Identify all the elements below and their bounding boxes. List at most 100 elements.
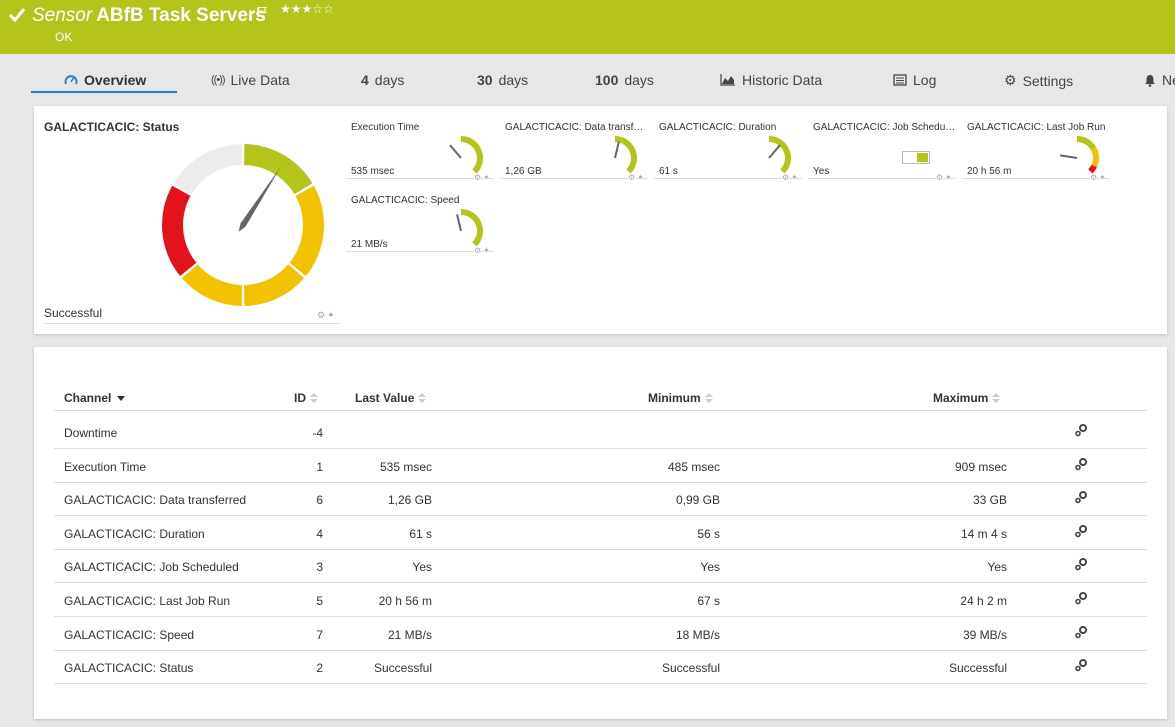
channel-settings-icon[interactable] xyxy=(1074,625,1088,639)
cell-maximum: 24 h 2 m xyxy=(960,594,1007,608)
sensor-name: ABfB Task Servers xyxy=(96,5,266,26)
table-header-divider xyxy=(54,410,1147,411)
sensor-status-text: OK xyxy=(55,30,73,44)
table-row[interactable]: GALACTICACIC: Duration 4 61 s 56 s 14 m 4 s xyxy=(34,524,1167,560)
mini-gauge-divider xyxy=(500,178,648,179)
mini-gauge-tools[interactable]: ⚙✦ xyxy=(628,173,646,182)
mini-gauge-tools[interactable]: ⚙✦ xyxy=(1090,173,1108,182)
mini-gauge-label: GALACTICACIC: Last Job Run xyxy=(967,122,1106,133)
mini-gauge-value: 535 msec xyxy=(351,166,395,177)
mini-gauge-speed[interactable]: GALACTICACIC: Speed 21 MB/s ⚙✦ xyxy=(346,187,494,255)
gauge-arc-ok xyxy=(460,209,483,247)
gauge-needle xyxy=(768,144,781,159)
sensor-kind: Sensor xyxy=(32,5,93,26)
cell-id: 3 xyxy=(316,560,323,574)
sort-icon xyxy=(704,393,713,403)
tab-100-days[interactable]: 100 days xyxy=(595,72,654,88)
table-row[interactable]: GALACTICACIC: Last Job Run 5 20 h 56 m 67 s… xyxy=(34,591,1167,627)
tab-overview[interactable]: Overview xyxy=(64,72,146,88)
mini-gauge-last-job-run[interactable]: GALACTICACIC: Last Job Run 20 h 56 m ⚙✦ xyxy=(962,114,1110,182)
row-divider xyxy=(54,582,1147,583)
cell-id: 5 xyxy=(316,594,323,608)
donut-segment-ok xyxy=(244,144,313,195)
channel-settings-icon[interactable] xyxy=(1074,457,1088,471)
mini-gauge-tools[interactable]: ⚙✦ xyxy=(936,173,954,182)
status-gauge-value: Successful xyxy=(44,306,103,320)
mini-gauge-divider xyxy=(346,178,494,179)
mini-gauge-tools[interactable]: ⚙✦ xyxy=(782,173,800,182)
cell-id: 6 xyxy=(316,493,323,507)
tab-100-days-number: 100 xyxy=(595,72,619,88)
tab-4-days[interactable]: 4 days xyxy=(361,72,404,88)
mini-gauge-dial xyxy=(1060,136,1099,174)
table-row[interactable]: GALACTICACIC: Status 2 Successful Successfu… xyxy=(34,658,1167,694)
channel-settings-icon[interactable] xyxy=(1074,423,1088,437)
gauge-needle xyxy=(456,214,462,232)
tab-notifications-label: Ne xyxy=(1162,72,1175,88)
mini-gauge-job-scheduled[interactable]: GALACTICACIC: Job Schedul… Yes ⚙✦ xyxy=(808,114,956,182)
flag-icon[interactable] xyxy=(256,6,268,18)
sort-icon xyxy=(418,393,427,403)
tab-30-days-number: 30 xyxy=(477,72,493,88)
mini-gauge-tools[interactable]: ⚙✦ xyxy=(474,246,492,255)
settings-icon[interactable]: ⚙ xyxy=(317,310,328,320)
row-divider xyxy=(54,482,1147,483)
tab-notifications[interactable]: Ne xyxy=(1144,72,1175,88)
channel-settings-icon[interactable] xyxy=(1074,658,1088,672)
mini-gauge-duration[interactable]: GALACTICACIC: Duration 61 s ⚙✦ xyxy=(654,114,802,182)
cell-channel: GALACTICACIC: Speed xyxy=(64,628,195,642)
tab-30-days[interactable]: 30 days xyxy=(477,72,528,88)
tab-bar: Overview ((•)) Live Data 4 days 30 days … xyxy=(0,62,1175,96)
mini-gauge-execution-time[interactable]: Execution Time 535 msec ⚙✦ xyxy=(346,114,494,182)
mini-gauge-data-transferred[interactable]: GALACTICACIC: Data transfer… 1,26 GB ⚙✦ xyxy=(500,114,648,182)
table-row[interactable]: GALACTICACIC: Speed 7 21 MB/s 18 MB/s 39 MB/… xyxy=(34,625,1167,661)
status-gauge-tools[interactable]: ⚙✦ xyxy=(317,310,337,321)
priority-stars[interactable]: ★★★☆☆ xyxy=(280,2,334,16)
table-row[interactable]: GALACTICACIC: Data transferred 6 1,26 GB 0,… xyxy=(34,490,1167,526)
col-header-maximum[interactable]: Maximum xyxy=(933,391,1001,405)
tab-4-days-number: 4 xyxy=(361,72,369,88)
cell-id: -4 xyxy=(312,426,323,440)
tab-overview-label: Overview xyxy=(84,72,147,88)
col-header-last-value[interactable]: Last Value xyxy=(355,391,427,405)
gauge-arc-error xyxy=(1088,164,1097,174)
mini-gauge-value: 20 h 56 m xyxy=(967,166,1012,177)
col-header-id[interactable]: ID xyxy=(294,391,318,405)
cell-minimum: 485 msec xyxy=(667,460,720,474)
col-header-minimum[interactable]: Minimum xyxy=(648,391,713,405)
tab-settings[interactable]: ⚙ Settings xyxy=(1004,72,1073,89)
donut-segment-error xyxy=(162,185,197,276)
col-header-id-label: ID xyxy=(294,391,306,405)
gear-icon: ⚙ xyxy=(1004,72,1017,88)
col-header-channel[interactable]: Channel xyxy=(64,391,126,405)
cell-channel: GALACTICACIC: Status xyxy=(64,661,194,675)
tab-historic-data[interactable]: Historic Data xyxy=(720,72,822,88)
channel-settings-icon[interactable] xyxy=(1074,557,1088,571)
channel-settings-icon[interactable] xyxy=(1074,490,1088,504)
pin-icon[interactable]: ✦ xyxy=(327,310,337,320)
mini-gauge-tools[interactable]: ⚙✦ xyxy=(474,173,492,182)
toggle-indicator xyxy=(917,153,928,162)
tab-live-data[interactable]: ((•)) Live Data xyxy=(211,72,290,88)
gauge-arc-ok xyxy=(768,136,791,174)
cell-id: 4 xyxy=(316,527,323,541)
gauge-arc-warning xyxy=(1090,147,1099,168)
channel-settings-icon[interactable] xyxy=(1074,591,1088,605)
table-row[interactable]: GALACTICACIC: Job Scheduled 3 Yes Yes Yes xyxy=(34,557,1167,593)
tab-historic-data-label: Historic Data xyxy=(742,72,823,88)
tab-log[interactable]: Log xyxy=(893,72,936,88)
mini-gauge-divider xyxy=(808,178,956,179)
status-donut-gauge[interactable] xyxy=(154,136,332,314)
channel-settings-icon[interactable] xyxy=(1074,524,1088,538)
gauge-needle xyxy=(449,144,462,159)
tab-settings-label: Settings xyxy=(1022,72,1074,89)
row-divider xyxy=(54,448,1147,449)
cell-minimum: 67 s xyxy=(697,594,720,608)
mini-gauge-label: Execution Time xyxy=(351,122,420,133)
table-row[interactable]: Downtime -4 xyxy=(34,423,1167,459)
mini-gauge-dial xyxy=(614,136,637,174)
tab-4-days-label: days xyxy=(374,72,405,88)
table-row[interactable]: Execution Time 1 535 msec 485 msec 909 msec xyxy=(34,457,1167,493)
cell-minimum: Yes xyxy=(700,560,720,574)
tab-live-data-label: Live Data xyxy=(230,72,290,88)
